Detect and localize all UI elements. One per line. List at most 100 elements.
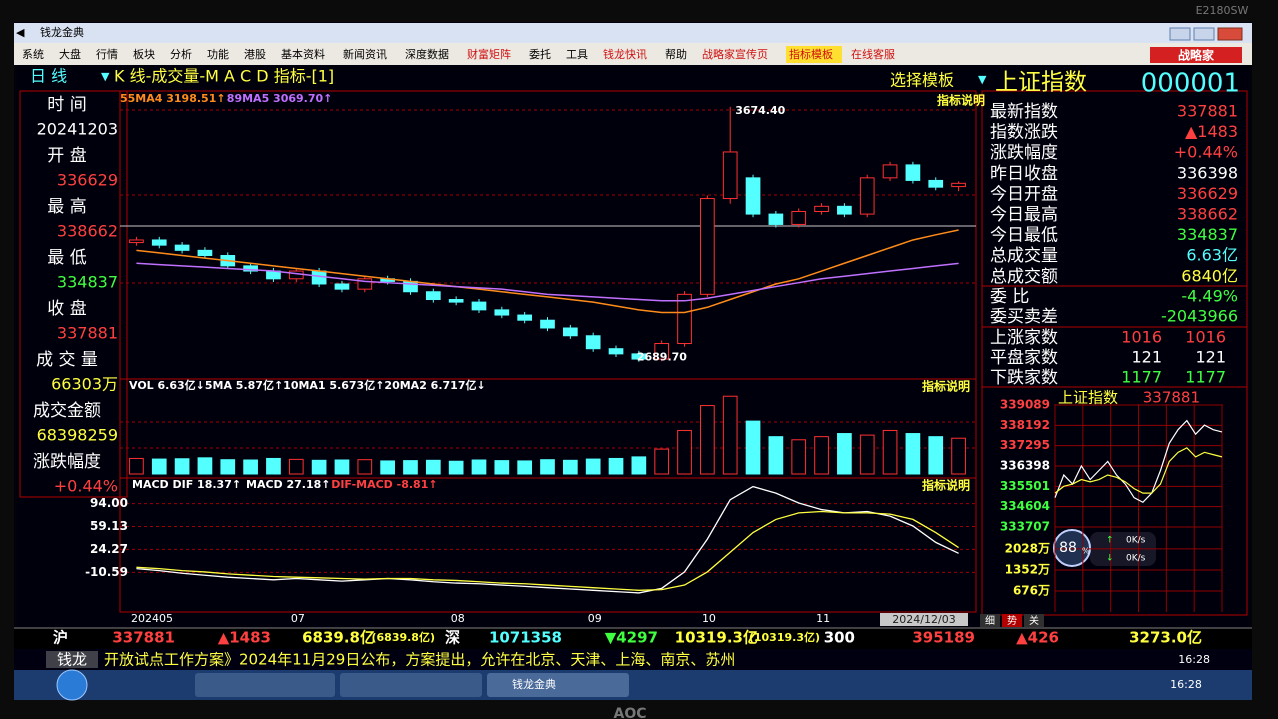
- window-button[interactable]: [1193, 27, 1215, 41]
- menu-item[interactable]: 基本资料: [281, 47, 325, 61]
- status-item: 300: [824, 629, 855, 647]
- quote-label: 涨跌幅度: [990, 143, 1058, 163]
- legend-entry: DIF-MACD -8.81↑: [331, 478, 437, 491]
- breadth-label: 上涨家数: [990, 328, 1058, 348]
- volume-bar: [334, 459, 350, 475]
- status-item: 沪: [53, 629, 68, 647]
- field-value: 336629: [57, 171, 118, 190]
- candle-body: [768, 213, 784, 225]
- y2-tick-label: 676万: [1013, 583, 1050, 597]
- candle-body: [197, 249, 213, 257]
- menu-item[interactable]: 港股: [244, 48, 266, 61]
- quote-value: 6.63亿: [1186, 246, 1238, 265]
- breadth-value: 1177: [1185, 368, 1226, 387]
- date-box-label: 2024/12/03: [892, 613, 955, 626]
- tab[interactable]: 细: [985, 614, 995, 627]
- moving-average: [136, 262, 959, 302]
- window-button[interactable]: [1169, 27, 1191, 41]
- dropdown-arrow[interactable]: ▼: [101, 70, 110, 83]
- volume-bar: [745, 420, 761, 475]
- candle-body: [403, 280, 418, 293]
- quote-value: 336629: [1177, 184, 1238, 203]
- window-title: 钱龙金典: [40, 25, 84, 39]
- tab-bg[interactable]: [1002, 614, 1022, 627]
- tab-bg[interactable]: [1024, 614, 1044, 627]
- taskbar-button[interactable]: [487, 673, 629, 697]
- volume-bar: [585, 458, 601, 475]
- volume-bar: [380, 460, 395, 475]
- volume-bar: [174, 458, 190, 475]
- dropdown-arrow[interactable]: ▼: [978, 73, 987, 86]
- status-item: ▲1483: [218, 629, 271, 647]
- tab-bg[interactable]: [980, 614, 1000, 627]
- start-button[interactable]: [56, 669, 88, 701]
- menu-bar: [14, 43, 1252, 65]
- status-item: ▼4297: [605, 629, 658, 647]
- taskbar-button[interactable]: [195, 673, 335, 697]
- menu-item[interactable]: 工具: [566, 48, 588, 61]
- x-tick-label: 11: [816, 612, 830, 625]
- period[interactable]: 日 线: [30, 67, 67, 86]
- date-box: [880, 613, 968, 626]
- tab[interactable]: 关: [1029, 614, 1039, 627]
- menu-item[interactable]: 大盘: [59, 47, 81, 61]
- candle-body: [334, 283, 350, 290]
- menu-item[interactable]: 战略家宣传页: [702, 47, 768, 61]
- menu-item[interactable]: 钱龙快讯: [603, 47, 647, 61]
- legend-entry: MACD 27.18↑: [246, 478, 331, 491]
- macd-line: [136, 510, 959, 591]
- volume-bar: [517, 460, 533, 475]
- menu-item[interactable]: 功能: [207, 47, 229, 61]
- candle-body: [905, 164, 921, 181]
- menu-item[interactable]: 帮助: [665, 47, 687, 61]
- quote-label: 今日开盘: [990, 184, 1058, 204]
- tab[interactable]: 势: [1007, 614, 1017, 627]
- candle-body: [151, 239, 167, 246]
- legend-entry: 55MA4 3198.51↑: [120, 92, 226, 105]
- candle-body: [951, 182, 966, 188]
- taskbar-app[interactable]: 钱龙金典: [512, 677, 556, 691]
- quote-value: -2043966: [1161, 307, 1238, 326]
- menu-button[interactable]: 战略家: [1178, 48, 1215, 63]
- indicator-link[interactable]: 指标说明: [922, 478, 970, 493]
- indicator-link[interactable]: 指标说明: [922, 379, 970, 394]
- menu-item[interactable]: 行情: [96, 48, 118, 61]
- volume-bar: [425, 459, 441, 475]
- select-template[interactable]: 选择模板: [890, 71, 954, 90]
- volume-bar: [677, 429, 692, 475]
- legend-entry: VOL 6.63亿↓5MA 5.87亿↑10MA1 5.673亿↑20MA2 6…: [129, 378, 486, 392]
- window-button[interactable]: [1217, 27, 1243, 41]
- indicator-link[interactable]: 指标说明: [937, 93, 985, 108]
- quote-value: 336398: [1177, 163, 1238, 182]
- volume-bar: [905, 433, 921, 475]
- candle-body: [174, 244, 190, 251]
- quote-value: +0.44%: [1174, 143, 1238, 162]
- volume-bar: [951, 437, 966, 475]
- candle-body: [700, 198, 715, 295]
- quote-label: 今日最高: [990, 205, 1058, 225]
- menu-item[interactable]: 深度数据: [405, 47, 449, 61]
- menu-item[interactable]: 板块: [133, 47, 155, 61]
- breadth-value: 121: [1195, 348, 1226, 367]
- field-label: 时 间: [47, 95, 86, 115]
- menu-item[interactable]: 指标模板: [789, 47, 833, 61]
- ticker-time: 16:28: [1178, 653, 1210, 666]
- menu-item[interactable]: 系统: [22, 48, 44, 61]
- quote-value: ▲1483: [1185, 122, 1238, 141]
- menu-item[interactable]: 财富矩阵: [467, 47, 511, 61]
- status-item: 深: [445, 629, 460, 647]
- candle-body: [722, 151, 738, 200]
- breadth-value: 121: [1131, 348, 1162, 367]
- menu-item[interactable]: 分析: [170, 47, 192, 61]
- volume-bar: [837, 433, 852, 475]
- volume-bar: [928, 436, 944, 475]
- taskbar-button[interactable]: [340, 673, 482, 697]
- volume-bar: [562, 459, 578, 475]
- candle-body: [357, 278, 373, 290]
- menu-item[interactable]: 在线客服: [851, 47, 895, 61]
- menu-item[interactable]: 新闻资讯: [343, 47, 387, 61]
- volume-bar: [220, 459, 236, 475]
- ticker-bar: [14, 649, 1252, 670]
- candle-body: [814, 205, 829, 212]
- menu-item[interactable]: 委托: [529, 47, 551, 61]
